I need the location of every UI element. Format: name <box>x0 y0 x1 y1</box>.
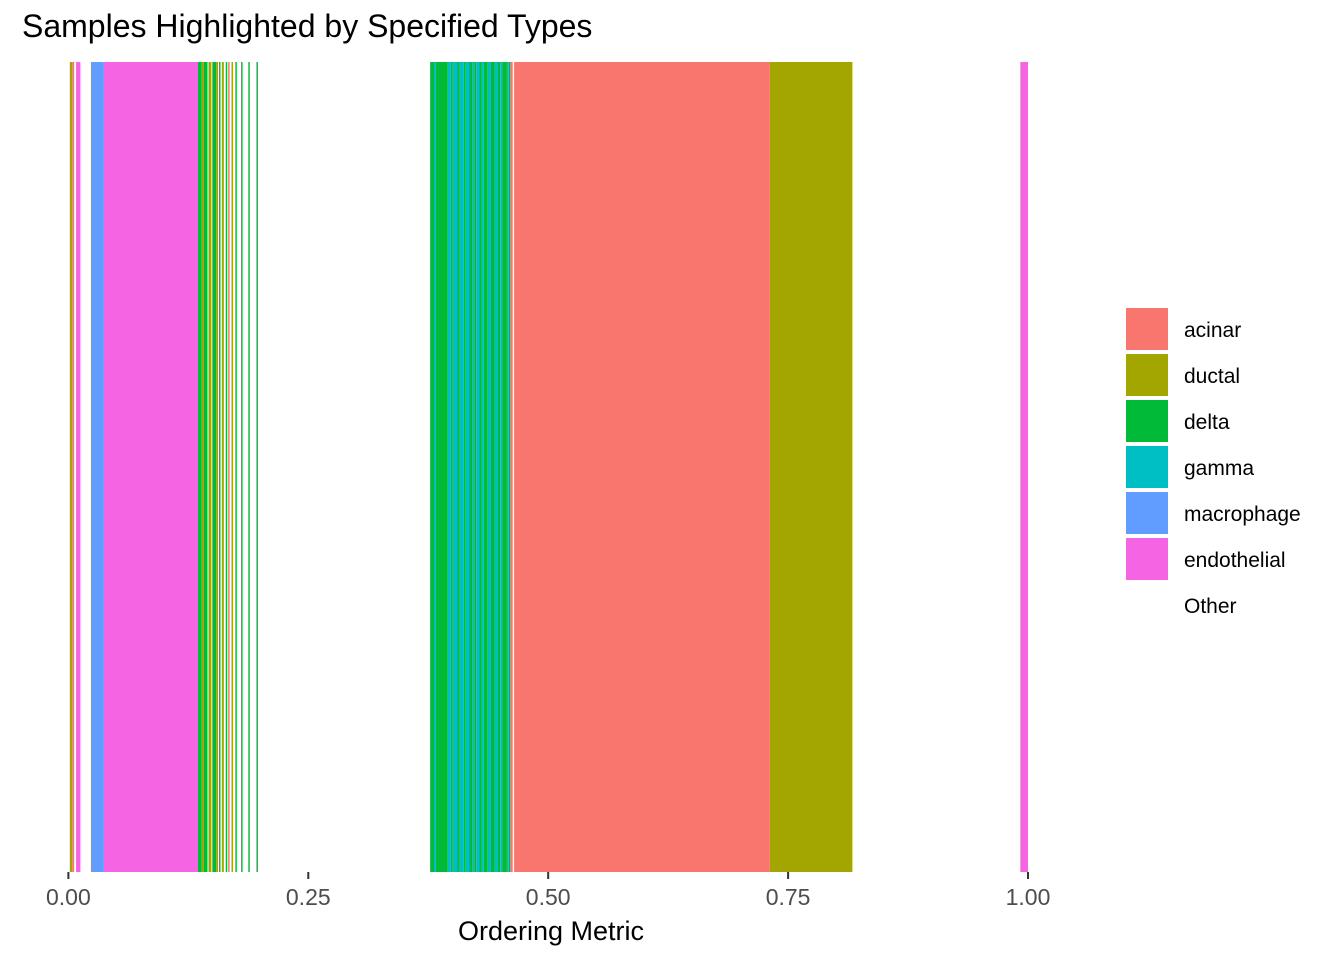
legend-key-ductal <box>1126 354 1168 396</box>
segment-delta <box>430 62 434 872</box>
segment-gamma <box>458 62 464 872</box>
legend-label-gamma: gamma <box>1184 457 1254 480</box>
segment-gamma <box>452 62 458 872</box>
segment-ductal <box>216 62 219 872</box>
segment-ductal <box>201 62 204 872</box>
legend-label-other: Other <box>1184 595 1237 618</box>
legend-key-macrophage <box>1126 492 1168 534</box>
segments-layer <box>69 62 1028 872</box>
legend-label-macrophage: macrophage <box>1184 503 1301 526</box>
segment-delta <box>219 62 221 872</box>
legend-key-other <box>1126 584 1168 626</box>
segment-delta <box>197 62 202 872</box>
segment-gamma <box>494 62 498 872</box>
legend-label-acinar: acinar <box>1184 319 1241 342</box>
segment-gamma <box>433 62 436 872</box>
legend-key-acinar <box>1126 308 1168 350</box>
x-axis-title: Ordering Metric <box>458 916 644 946</box>
segment-gamma <box>506 62 509 872</box>
legend-label-ductal: ductal <box>1184 365 1240 388</box>
segment-delta <box>235 62 237 872</box>
segment-gamma <box>500 62 503 872</box>
segment-acinar <box>228 62 230 872</box>
segment-delta <box>248 62 250 872</box>
x-tick-label: 0.75 <box>766 884 811 910</box>
segment-delta <box>457 62 459 872</box>
segment-delta <box>256 62 258 872</box>
segment-acinar <box>510 62 513 872</box>
segment-delta <box>241 62 243 872</box>
segment-acinar <box>514 62 770 872</box>
segment-delta <box>497 62 501 872</box>
segment-ductal <box>231 62 233 872</box>
segment-delta <box>474 62 477 872</box>
segment-delta <box>203 62 208 872</box>
segment-endothelial <box>1020 62 1028 872</box>
segment-endothelial <box>76 62 81 872</box>
segment-delta <box>225 62 228 872</box>
segment-delta <box>502 62 507 872</box>
legend-label-endothelial: endothelial <box>1184 549 1286 572</box>
segment-gamma <box>447 62 451 872</box>
segment-delta <box>490 62 495 872</box>
segment-acinar <box>72 62 75 872</box>
segment-delta <box>483 62 488 872</box>
segment-delta <box>212 62 217 872</box>
legend-key-gamma <box>1126 446 1168 488</box>
segment-delta <box>469 62 473 872</box>
legend-label-delta: delta <box>1184 411 1230 434</box>
segment-gamma <box>476 62 480 872</box>
segment-gamma <box>481 62 484 872</box>
legend: acinar ductal delta gamma macrophage endothel… <box>1126 308 1301 626</box>
segment-ductal <box>69 62 73 872</box>
x-tick-label: 0.00 <box>46 884 91 910</box>
segment-ductal <box>221 62 224 872</box>
segment-gamma <box>472 62 475 872</box>
segment-delta <box>479 62 482 872</box>
segment-ductal <box>769 62 853 872</box>
x-tick-label: 0.50 <box>526 884 571 910</box>
segment-macrophage <box>90 62 104 872</box>
segment-delta <box>508 62 511 872</box>
segment-gamma <box>487 62 491 872</box>
chart-title: Samples Highlighted by Specified Types <box>22 8 593 44</box>
segment-delta <box>463 62 466 872</box>
segment-delta <box>435 62 448 872</box>
segment-gamma <box>465 62 470 872</box>
x-axis: 0.00 0.25 0.50 0.75 1.00 <box>46 872 1050 910</box>
legend-key-delta <box>1126 400 1168 442</box>
segment-ductal <box>208 62 212 872</box>
legend-key-endothelial <box>1126 538 1168 580</box>
x-tick-label: 1.00 <box>1006 884 1051 910</box>
segment-endothelial <box>103 62 198 872</box>
segment-delta <box>450 62 453 872</box>
x-tick-label: 0.25 <box>286 884 331 910</box>
